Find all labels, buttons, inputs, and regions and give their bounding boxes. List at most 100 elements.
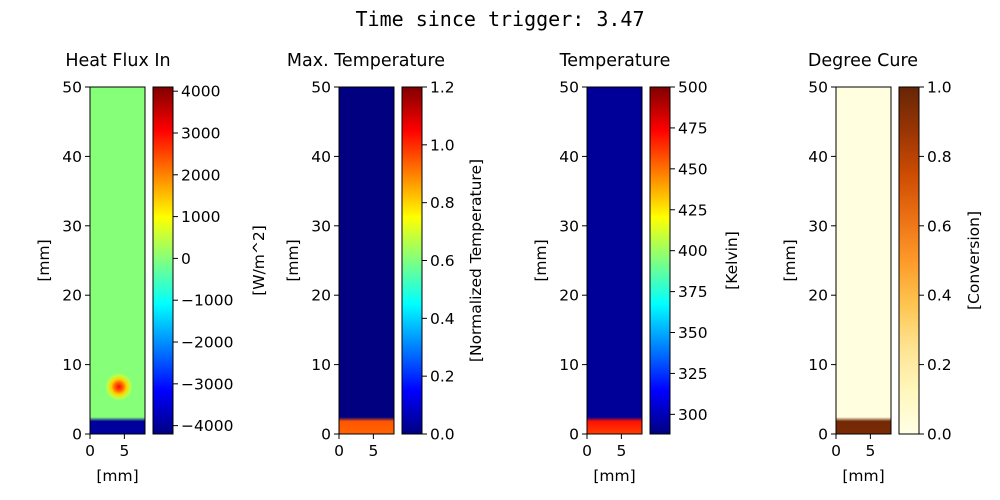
y-tick-label: 30 <box>62 217 82 235</box>
y-tick-label: 20 <box>808 287 828 305</box>
y-tick-label: 20 <box>311 287 331 305</box>
plot-frame <box>338 86 395 435</box>
x-axis-label: [mm] <box>842 467 884 485</box>
plot-frame <box>89 86 146 435</box>
colorbar-tick-label: 450 <box>678 160 708 178</box>
colorbar <box>401 86 423 435</box>
y-tick-label: 10 <box>311 356 331 374</box>
reaction-front-region <box>836 417 891 434</box>
x-axis-label: [mm] <box>593 467 635 485</box>
panel-title: Max. Temperature <box>287 51 445 71</box>
colorbar-tick-label: 0.8 <box>430 194 455 212</box>
y-tick-label: 0 <box>818 426 828 444</box>
y-tick-label: 0 <box>569 426 579 444</box>
y-tick-label: 0 <box>321 426 331 444</box>
colorbar-tick-label: 350 <box>678 324 708 342</box>
y-tick-label: 40 <box>311 148 331 166</box>
y-tick-label: 50 <box>62 79 82 97</box>
y-tick-label: 0 <box>72 426 82 444</box>
y-axis-label: [mm] <box>284 239 302 281</box>
x-tick-label: 5 <box>616 442 626 460</box>
colorbar-tick-label: −1000 <box>181 292 233 310</box>
colorbar-tick-label: 300 <box>678 406 708 424</box>
y-axis-label: [mm] <box>532 239 550 281</box>
y-axis-label: [mm] <box>35 239 53 281</box>
y-tick-label: 20 <box>559 287 579 305</box>
x-tick-label: 5 <box>119 442 129 460</box>
y-tick-label: 40 <box>808 148 828 166</box>
colorbar-tick-label: 0.4 <box>430 310 455 328</box>
colorbar-tick-label: 0.0 <box>430 426 455 444</box>
x-tick-label: 0 <box>85 442 95 460</box>
colorbar-tick-label: −4000 <box>181 417 233 435</box>
panel-title: Degree Cure <box>808 51 918 71</box>
x-tick-label: 0 <box>582 442 592 460</box>
x-tick-label: 5 <box>368 442 378 460</box>
colorbar-tick-label: 400 <box>678 242 708 260</box>
reaction-front-region <box>587 417 642 434</box>
colorbar-tick-label: 1000 <box>181 208 220 226</box>
y-tick-label: 50 <box>311 79 331 97</box>
heatmap-field <box>587 87 642 434</box>
y-tick-label: 50 <box>559 79 579 97</box>
plot-frame <box>835 86 892 435</box>
y-tick-label: 10 <box>559 356 579 374</box>
heat-hotspot <box>104 372 133 401</box>
colorbar <box>898 86 920 435</box>
colorbar-tick-label: 0.6 <box>927 217 952 235</box>
colorbar-tick-label: 375 <box>678 283 708 301</box>
y-tick-label: 50 <box>808 79 828 97</box>
colorbar-tick-label: 425 <box>678 201 708 219</box>
colorbar-tick-label: 475 <box>678 119 708 137</box>
colorbar-label: [Conversion] <box>965 211 983 310</box>
colorbar-tick-label: 0.0 <box>927 426 952 444</box>
colorbar-tick-label: 1.2 <box>430 79 455 97</box>
colorbar <box>152 86 174 435</box>
y-tick-label: 10 <box>808 356 828 374</box>
colorbar-tick-label: 3000 <box>181 124 220 142</box>
y-tick-label: 10 <box>62 356 82 374</box>
heatmap-field <box>339 87 394 434</box>
colorbar-tick-label: 0 <box>181 250 191 268</box>
y-tick-label: 40 <box>559 148 579 166</box>
colorbar-tick-label: 0.6 <box>430 252 455 270</box>
colorbar-tick-label: 325 <box>678 365 708 383</box>
colorbar-label: [Kelvin] <box>723 231 741 290</box>
y-tick-label: 40 <box>62 148 82 166</box>
y-tick-label: 20 <box>62 287 82 305</box>
x-tick-label: 5 <box>865 442 875 460</box>
colorbar-tick-label: 2000 <box>181 166 220 184</box>
reaction-front-region <box>339 417 394 434</box>
panel-4: Degree Cure 0 10 20 30 40 50 0 5 [mm] [mm] 1.0 0.8 0.… <box>781 51 983 485</box>
colorbar-label: [Normalized Temperature] <box>467 159 485 362</box>
colorbar-tick-label: 0.2 <box>430 368 455 386</box>
x-tick-label: 0 <box>831 442 841 460</box>
figure-suptitle: Time since trigger: 3.47 <box>356 7 645 31</box>
colorbar-tick-label: 1.0 <box>927 79 952 97</box>
heatmap-field <box>836 87 891 434</box>
colorbar-tick-label: 0.8 <box>927 148 952 166</box>
x-axis-label: [mm] <box>96 467 138 485</box>
colorbar-tick-label: −3000 <box>181 375 233 393</box>
colorbar-tick-label: 500 <box>678 79 708 97</box>
y-axis-label: [mm] <box>781 239 799 281</box>
y-tick-label: 30 <box>311 217 331 235</box>
colorbar-label: [W/m^2] <box>250 225 268 296</box>
colorbar <box>649 86 671 435</box>
panel-title: Heat Flux In <box>65 51 170 71</box>
y-tick-label: 30 <box>808 217 828 235</box>
panel-title: Temperature <box>559 51 671 71</box>
colorbar-tick-label: 4000 <box>181 83 220 101</box>
colorbar-tick-label: −2000 <box>181 334 233 352</box>
panel-1: Heat Flux In 0 10 20 30 40 50 0 5 [mm] [mm] 4000 300… <box>35 51 268 485</box>
panel-2: Max. Temperature 0 10 20 30 40 50 0 5 [mm] 1.2 1.0 0… <box>284 51 485 460</box>
reaction-front-region <box>90 417 145 434</box>
colorbar-tick-label: 0.4 <box>927 287 952 305</box>
plot-frame <box>586 86 643 435</box>
colorbar-tick-label: 1.0 <box>430 136 455 154</box>
x-tick-label: 0 <box>334 442 344 460</box>
y-tick-label: 30 <box>559 217 579 235</box>
colorbar-tick-label: 0.2 <box>927 356 952 374</box>
